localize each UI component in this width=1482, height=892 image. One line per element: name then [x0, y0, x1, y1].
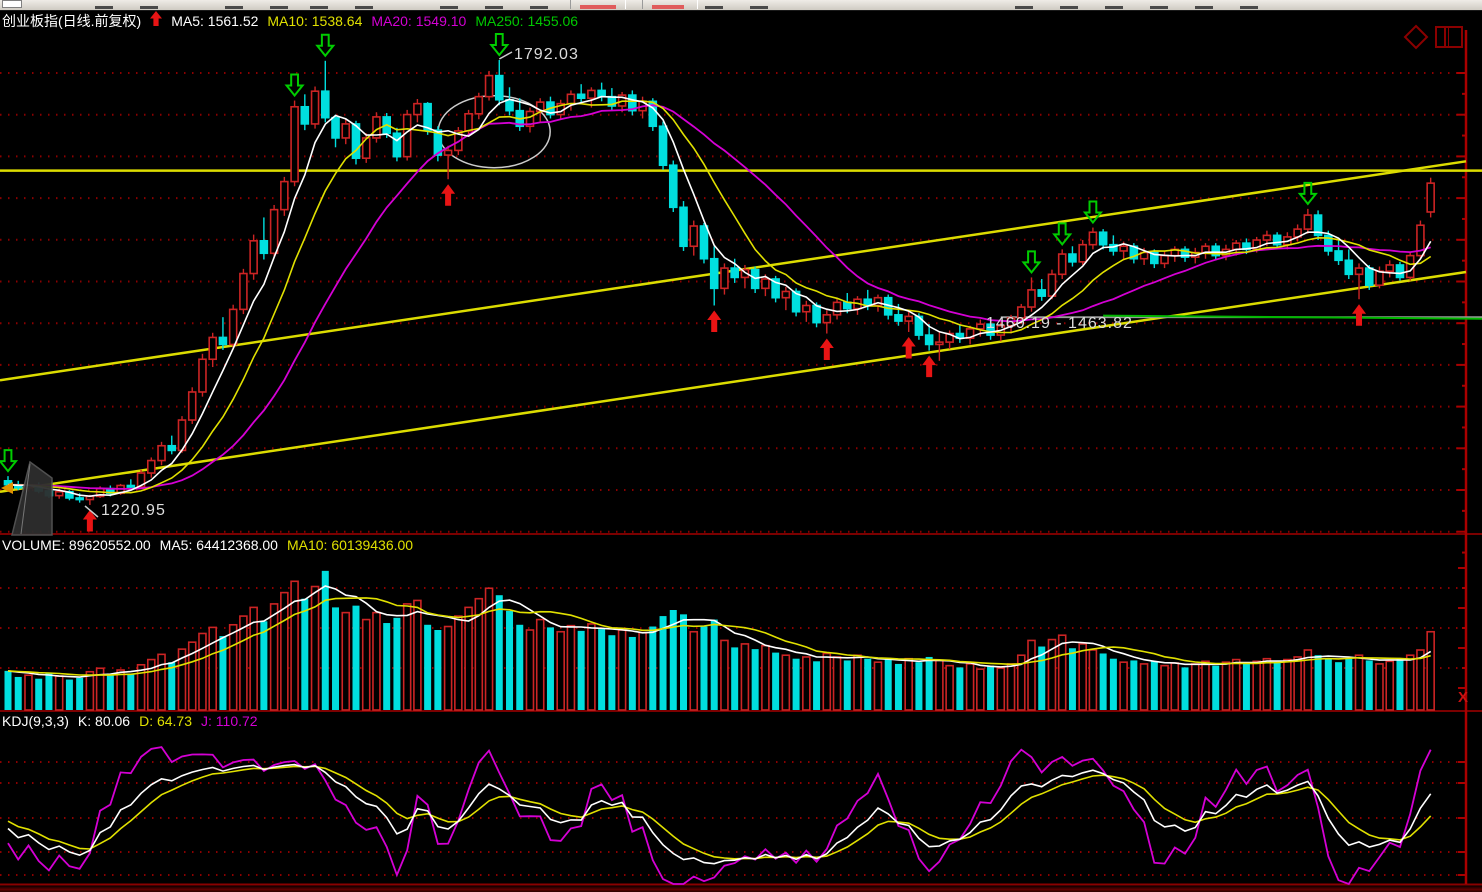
toolbar-menu-stub [1015, 6, 1033, 9]
volume-bars [4, 570, 1435, 711]
pane-frames [0, 533, 1482, 892]
toolbar-menu-stub [440, 6, 458, 9]
window-icon[interactable] [2, 0, 22, 8]
top-toolbar[interactable] [0, 0, 1482, 11]
toolbar-menu-stub [750, 6, 768, 9]
kdj-lines [7, 746, 1432, 885]
annotation-leaders [84, 51, 513, 518]
svg-text:X: X [1458, 689, 1468, 706]
toolbar-menu-stub [140, 6, 158, 9]
toolbar-menu-stub [1105, 6, 1123, 9]
diamond-icon [1403, 24, 1429, 50]
price-ma-lines [7, 95, 1432, 498]
candles [3, 60, 1435, 505]
right-price-axis: X [1457, 30, 1468, 884]
toolbar-menu-stub [652, 5, 684, 9]
toolbar-menu-stub [580, 5, 616, 9]
toolbar-menu-stub [530, 6, 548, 9]
volume-ma-lines [7, 585, 1432, 678]
toolbar-menu-stub [310, 6, 328, 9]
toolbar-menu-stub [1060, 6, 1078, 9]
toolbar-menu-stub [1195, 6, 1213, 9]
toolbar-button[interactable] [642, 0, 698, 9]
toolbar-menu-stub [1240, 6, 1258, 9]
toolbar-menu-stub [225, 6, 243, 9]
toolbar-menu-stub [95, 6, 113, 9]
toolbar-menu-stub [355, 6, 373, 9]
left-marker-triangle-icon [1, 482, 13, 494]
buy-signal-arrows [82, 184, 1367, 532]
toolbar-button[interactable] [570, 0, 626, 9]
toolbar-menu-stub [1150, 6, 1168, 9]
sell-signal-arrows [0, 33, 1318, 473]
pane-corner-icons[interactable] [1403, 24, 1463, 50]
watermark-logo [11, 460, 53, 536]
toolbar-menu-stub [705, 6, 723, 9]
toolbar-menu-stub [270, 6, 288, 9]
toolbar-menu-stub [485, 6, 503, 9]
